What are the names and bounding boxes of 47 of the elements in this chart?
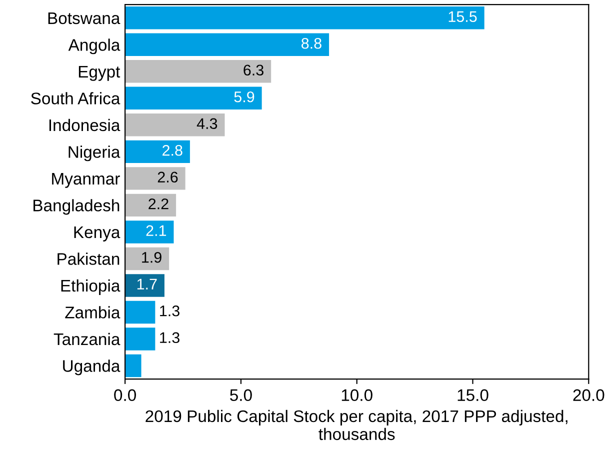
bar xyxy=(125,86,262,110)
y-tick-label: Bangladesh xyxy=(34,199,120,215)
bar xyxy=(125,194,176,217)
data-label: 1.3 xyxy=(160,305,180,316)
bar xyxy=(125,274,164,297)
y-tick-label: Kenya xyxy=(74,226,120,242)
data-label: 4.3 xyxy=(196,118,218,130)
bar xyxy=(125,140,190,164)
bar xyxy=(125,33,330,56)
y-tick-label: Zambia xyxy=(65,306,120,318)
x-tick-label: 0.0 xyxy=(114,389,136,402)
y-tick-label: Botswana xyxy=(48,12,120,24)
data-label: 15.5 xyxy=(448,11,477,22)
bar xyxy=(125,247,170,270)
data-label: 2.8 xyxy=(162,144,182,156)
bar xyxy=(125,60,272,83)
x-tick-label: 20.0 xyxy=(573,389,604,402)
x-axis-title: 2019 Public Capital Stock per capita, 2017 PPP adjusted, thousands xyxy=(146,410,568,440)
y-tick-label: Egypt xyxy=(78,66,120,81)
y-tick-label: Ethiopia xyxy=(61,279,120,295)
x-tick-label: 10.0 xyxy=(342,389,372,402)
bar xyxy=(125,6,484,30)
data-label: 6.3 xyxy=(244,64,264,76)
bar xyxy=(125,300,156,324)
data-label: 1.3 xyxy=(160,332,180,344)
bar xyxy=(125,328,156,350)
y-tick-label: Angola xyxy=(68,38,120,54)
bar xyxy=(125,114,225,136)
data-label: 2.2 xyxy=(148,198,168,210)
bar xyxy=(125,354,142,378)
data-label: 2.6 xyxy=(158,172,178,183)
bar xyxy=(125,167,186,190)
data-label: 8.8 xyxy=(302,38,322,49)
y-tick-label: Uganda xyxy=(63,360,120,376)
y-tick-label: Indonesia xyxy=(49,118,120,132)
data-label: 5.9 xyxy=(234,91,254,102)
data-label: 1.9 xyxy=(142,252,162,263)
y-tick-label: Myanmar xyxy=(52,173,120,188)
y-tick-label: South Africa xyxy=(31,92,120,104)
bar xyxy=(125,220,174,244)
x-tick-label: 15.0 xyxy=(458,389,488,402)
y-tick-label: Tanzania xyxy=(54,332,120,346)
x-tick-label: 5.0 xyxy=(230,389,252,402)
y-tick-label: Pakistan xyxy=(58,252,120,265)
data-label: 2.1 xyxy=(146,225,166,236)
data-label: 1.7 xyxy=(137,278,157,290)
y-tick-label: Nigeria xyxy=(68,146,120,162)
